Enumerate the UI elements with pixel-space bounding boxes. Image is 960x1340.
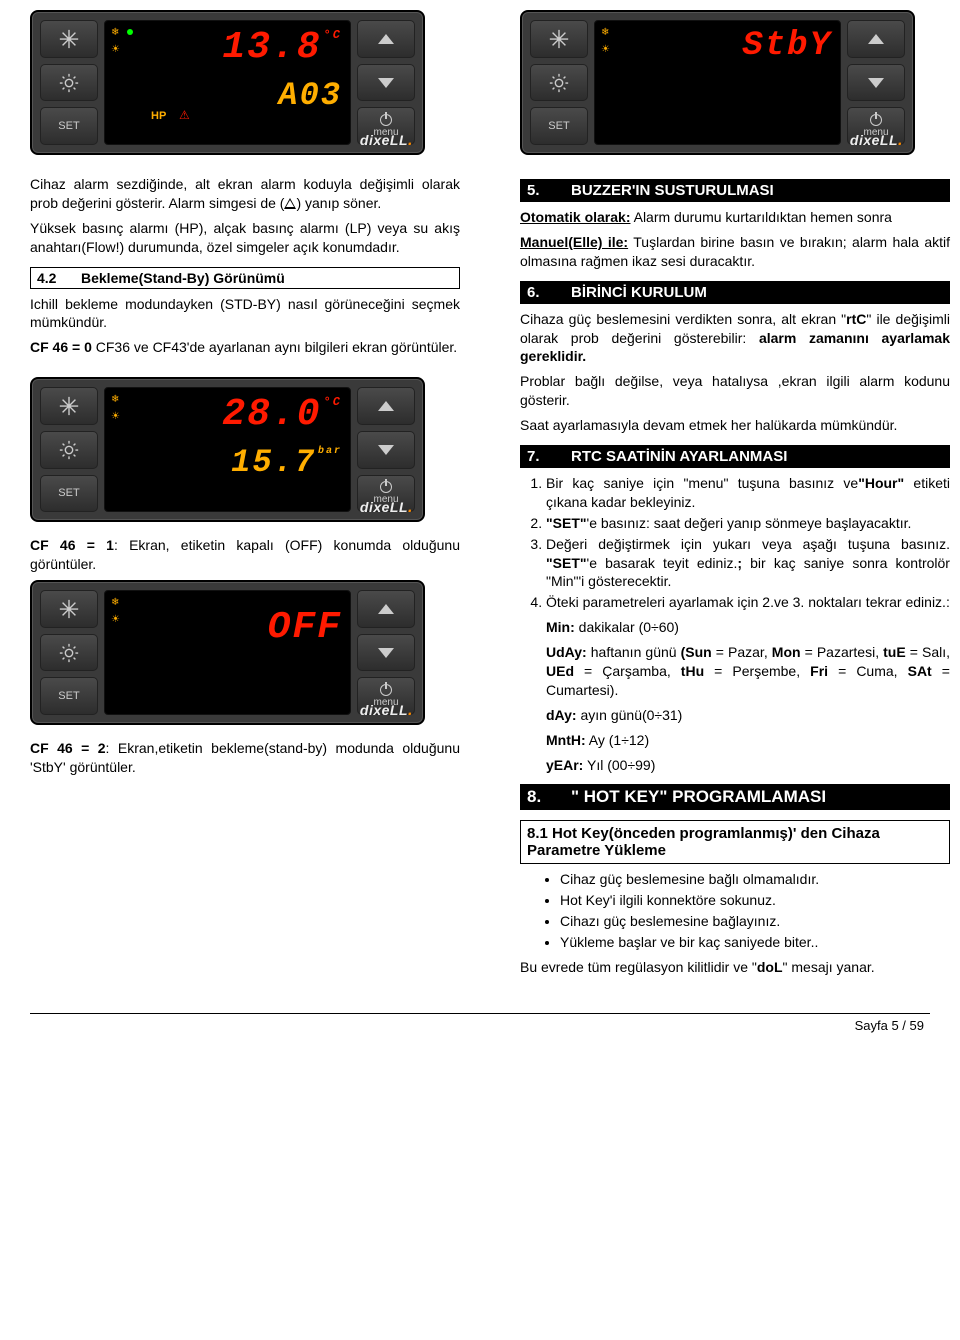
left-button-column: SET — [40, 20, 98, 145]
paragraph: CF 46 = 1: Ekran, etiketin kapalı (OFF) … — [30, 536, 460, 574]
brand-logo: dixeLL — [360, 702, 413, 720]
lcd-screen: ❄☀ 28.0°C 15.7bar — [104, 387, 351, 512]
lcd-screen: ❄☀ OFF — [104, 590, 351, 715]
lcd-line1: 13.8°C — [113, 25, 342, 80]
list-item: Cihazı güç beslemesine bağlayınız. — [560, 912, 950, 931]
paragraph: Bu evrede tüm regülasyon kilitlidir ve "… — [520, 958, 950, 977]
lcd-line1: StbY — [603, 25, 832, 80]
paragraph: Yüksek basınç alarmı (HP), alçak basınç … — [30, 219, 460, 257]
snowflake-button[interactable] — [40, 590, 98, 628]
up-button[interactable] — [357, 387, 415, 425]
right-button-column: menu — [357, 387, 415, 512]
list-item: Yükleme başlar ve bir kaç saniyede biter… — [560, 933, 950, 952]
paragraph: Problar bağlı değilse, veya hatalıysa ,e… — [520, 372, 950, 410]
lcd-line1: 28.0°C — [113, 392, 342, 447]
set-button[interactable]: SET — [40, 107, 98, 145]
down-button[interactable] — [357, 634, 415, 672]
device-panel-3: SET ❄☀ 28.0°C 15.7bar menu dixeLL — [30, 377, 425, 522]
lcd-screen: ❄☀ StbY — [594, 20, 841, 145]
snowflake-button[interactable] — [40, 387, 98, 425]
paragraph: Ichill bekleme modundayken (STD-BY) nası… — [30, 295, 460, 333]
lcd-line1: OFF — [113, 595, 342, 650]
sun-button[interactable] — [40, 64, 98, 102]
alarm-triangle-icon — [284, 198, 296, 209]
brand-logo: dixeLL — [360, 132, 413, 150]
sun-button[interactable] — [530, 64, 588, 102]
subsection-heading-8-1: 8.1 Hot Key(önceden programlanmış)' den … — [520, 820, 950, 864]
list-item: Cihaz güç beslemesine bağlı olmamalıdır. — [560, 870, 950, 889]
down-button[interactable] — [357, 431, 415, 469]
paragraph: Cihaza güç beslemesini verdikten sonra, … — [520, 310, 950, 367]
set-button[interactable]: SET — [530, 107, 588, 145]
bullet-list: Cihaz güç beslemesine bağlı olmamalıdır.… — [520, 870, 950, 952]
lcd-left-icons: ❄☀ — [111, 394, 120, 422]
lcd-left-icons: ❄☀ — [111, 597, 120, 625]
left-button-column: SET — [40, 387, 98, 512]
lcd-line2: A03 — [113, 80, 342, 112]
set-button[interactable]: SET — [40, 677, 98, 715]
up-button[interactable] — [357, 590, 415, 628]
left-button-column: SET — [40, 590, 98, 715]
hp-indicator: HP — [151, 110, 166, 122]
paragraph: Cihaz alarm sezdiğinde, alt ekran alarm … — [30, 175, 460, 213]
device-panel-1: SET ❄☀ 13.8°C HP ⚠ A03 menu dixeLL — [30, 10, 425, 155]
paragraph: CF 46 = 2: Ekran,etiketin bekleme(stand-… — [30, 739, 460, 777]
lcd-screen: ❄☀ 13.8°C HP ⚠ A03 — [104, 20, 351, 145]
ordered-list: Bir kaç saniye için "menu" tuşuna basını… — [520, 474, 950, 612]
set-label: SET — [58, 120, 79, 132]
snowflake-button[interactable] — [40, 20, 98, 58]
left-button-column: SET — [530, 20, 588, 145]
paragraph: Otomatik olarak: Alarm durumu kurtarıldı… — [520, 208, 950, 227]
right-button-column: menu — [357, 590, 415, 715]
status-led-icon — [127, 29, 133, 35]
section-heading-5: 5. BUZZER'IN SUSTURULMASI — [520, 179, 950, 202]
section-heading-8: 8. " HOT KEY" PROGRAMLAMASI — [520, 784, 950, 810]
paragraph: Manuel(Elle) ile: Tuşlardan birine basın… — [520, 233, 950, 271]
device-panel-4: SET ❄☀ OFF menu dixeLL — [30, 580, 425, 725]
paragraph: Saat ayarlamasıyla devam etmek her halük… — [520, 416, 950, 435]
right-button-column: menu — [357, 20, 415, 145]
list-item: Hot Key'i ilgili konnektöre sokunuz. — [560, 891, 950, 910]
brand-logo: dixeLL — [850, 132, 903, 150]
list-item: "SET"'e basınız: saat değeri yanıp sönme… — [546, 514, 950, 533]
paragraph: CF 46 = 0 CF36 ve CF43'de ayarlanan aynı… — [30, 338, 460, 357]
device-panel-2: SET ❄☀ StbY menu dixeLL — [520, 10, 915, 155]
lcd-left-icons: ❄☀ — [111, 27, 120, 55]
parameter-list: Min: dakikalar (0÷60) UdAy: haftanın gün… — [520, 618, 950, 774]
list-item: Öteki parametreleri ayarlamak için 2.ve … — [546, 593, 950, 612]
right-button-column: menu — [847, 20, 905, 145]
down-button[interactable] — [847, 64, 905, 102]
up-button[interactable] — [357, 20, 415, 58]
page-footer: Sayfa 5 / 59 — [30, 1014, 930, 1033]
section-heading-6: 6. BİRİNCİ KURULUM — [520, 281, 950, 304]
lcd-left-icons: ❄☀ — [601, 27, 610, 55]
list-item: Değeri değiştirmek için yukarı veya aşağ… — [546, 535, 950, 592]
section-heading-4-2: 4.2 Bekleme(Stand-By) Görünümü — [30, 267, 460, 289]
down-button[interactable] — [357, 64, 415, 102]
up-button[interactable] — [847, 20, 905, 58]
lcd-line2: 15.7bar — [113, 447, 342, 479]
snowflake-button[interactable] — [530, 20, 588, 58]
sun-button[interactable] — [40, 634, 98, 672]
sun-button[interactable] — [40, 431, 98, 469]
alarm-triangle-icon: ⚠ — [179, 108, 190, 122]
set-button[interactable]: SET — [40, 475, 98, 513]
brand-logo: dixeLL — [360, 499, 413, 517]
list-item: Bir kaç saniye için "menu" tuşuna basını… — [546, 474, 950, 512]
section-heading-7: 7. RTC SAATİNİN AYARLANMASI — [520, 445, 950, 468]
